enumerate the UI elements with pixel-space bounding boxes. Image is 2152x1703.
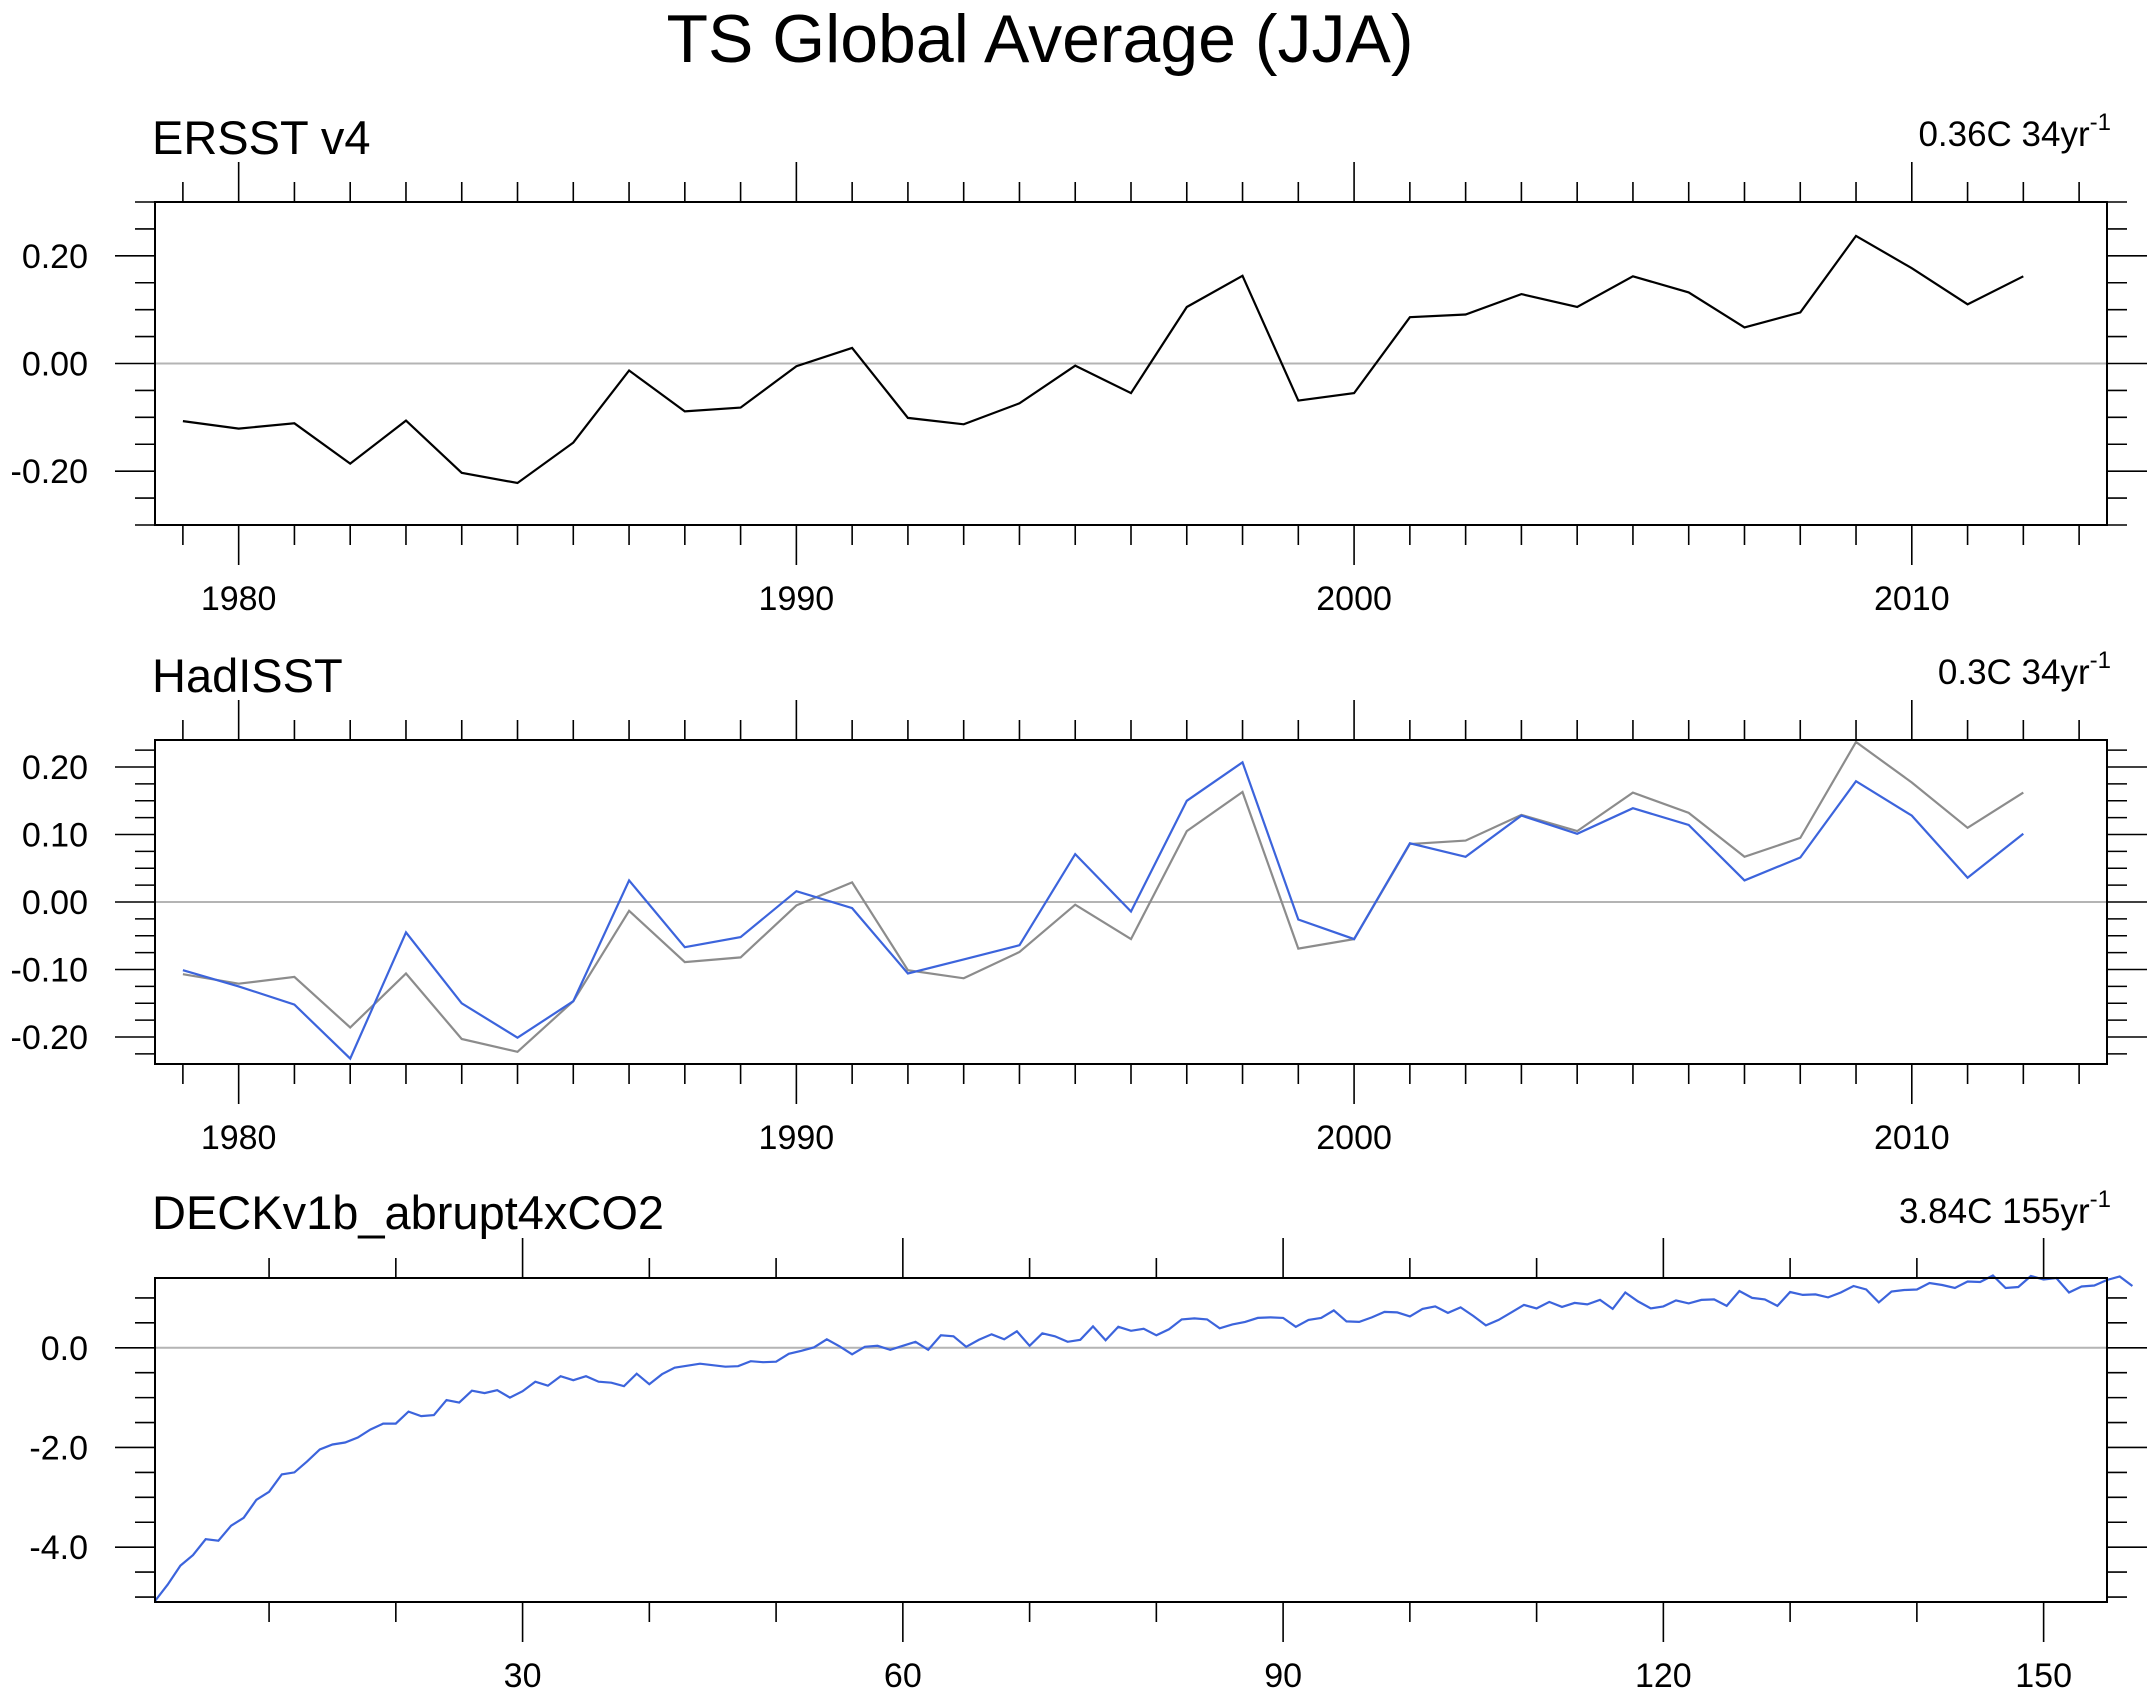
- panel-title: ERSST v4: [152, 111, 371, 164]
- panel-title: DECKv1b_abrupt4xCO2: [152, 1186, 664, 1239]
- x-tick-label: 2000: [1316, 1119, 1392, 1157]
- x-tick-label: 90: [1264, 1657, 1302, 1695]
- panel-title: HadISST: [152, 649, 343, 702]
- x-tick-label: 1990: [759, 580, 835, 618]
- y-tick-label: 0.00: [22, 884, 88, 922]
- x-tick-label: 1980: [201, 1119, 277, 1157]
- panel-ersst: ERSST v4 0.36C 34yr-1 -0.20 0.00 0.20 1980 1…: [11, 109, 2147, 618]
- plot-frame: [154, 1277, 2108, 1603]
- y-tick-label: 0.0: [41, 1330, 88, 1368]
- series-line-deckv1b-abrupt4xco2: [154, 1274, 2134, 1602]
- x-tick-label: 120: [1635, 1657, 1692, 1695]
- trend-superscript: -1: [2090, 647, 2111, 674]
- trend-value: 3.84C 155yr: [1899, 1192, 2090, 1231]
- x-tick-label: 2010: [1874, 580, 1950, 618]
- y-tick-label: 0.20: [22, 749, 88, 787]
- x-tick-label: 150: [2015, 1657, 2072, 1695]
- figure-title: TS Global Average (JJA): [666, 1, 1413, 77]
- y-tick-label: 0.20: [22, 238, 88, 276]
- trend-label: 0.36C 34yr-1: [1918, 109, 2111, 154]
- series-line-ersst-v4: [182, 234, 2024, 485]
- series-line-ersst-v4: [182, 740, 2024, 1054]
- x-tick-label: 2000: [1316, 580, 1392, 618]
- trend-label: 3.84C 155yr-1: [1899, 1186, 2111, 1231]
- y-tick-label: 0.10: [22, 817, 88, 855]
- y-tick-label: -4.0: [29, 1529, 88, 1567]
- x-tick-label: 1980: [201, 580, 277, 618]
- trend-value: 0.3C 34yr: [1938, 653, 2090, 692]
- y-tick-label: -0.20: [11, 453, 89, 491]
- x-tick-label: 2010: [1874, 1119, 1950, 1157]
- panel-deck-abrupt4xco2: DECKv1b_abrupt4xCO2 3.84C 155yr-1 -4.0 -2…: [29, 1186, 2147, 1695]
- trend-superscript: -1: [2090, 1186, 2111, 1213]
- x-tick-label: 1990: [759, 1119, 835, 1157]
- x-tick-label: 30: [504, 1657, 542, 1695]
- trend-value: 0.36C 34yr: [1918, 115, 2090, 154]
- panel-hadisst: HadISST 0.3C 34yr-1 -0.20 -0.10 0.00 0.10 0.…: [11, 647, 2147, 1157]
- trend-label: 0.3C 34yr-1: [1938, 647, 2111, 692]
- y-tick-label: 0.00: [22, 346, 88, 384]
- x-tick-label: 60: [884, 1657, 922, 1695]
- y-tick-label: -0.20: [11, 1019, 89, 1057]
- series-line-hadisst: [182, 760, 2024, 1061]
- y-tick-label: -2.0: [29, 1429, 88, 1467]
- y-tick-label: -0.10: [11, 952, 89, 990]
- trend-superscript: -1: [2090, 109, 2111, 136]
